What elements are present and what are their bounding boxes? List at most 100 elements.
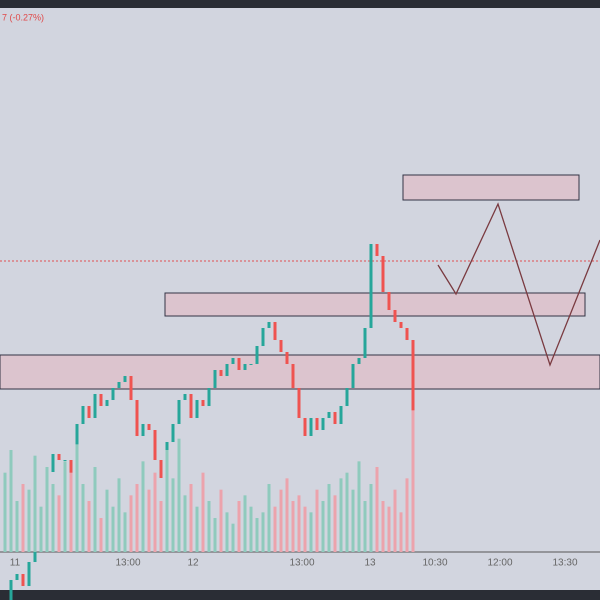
candle xyxy=(111,388,115,400)
volume-bar xyxy=(3,472,7,552)
volume-bar xyxy=(243,495,247,552)
candle xyxy=(183,394,187,400)
volume-bar xyxy=(45,467,49,552)
candle xyxy=(105,400,109,406)
volume-bar xyxy=(75,444,79,552)
candle xyxy=(15,574,19,580)
x-tick-label: 11 xyxy=(10,558,21,569)
volume-bar xyxy=(123,512,127,552)
volume-bar xyxy=(129,495,133,552)
candle xyxy=(369,244,373,328)
candle xyxy=(405,328,409,340)
volume-bar xyxy=(339,478,343,552)
candle xyxy=(399,322,403,328)
volume-bar xyxy=(207,501,211,552)
candle xyxy=(339,406,343,424)
candle xyxy=(279,340,283,352)
x-tick-label: 13 xyxy=(364,558,376,569)
candle xyxy=(99,394,103,406)
volume-bar xyxy=(153,472,157,552)
volume-bar xyxy=(135,484,139,552)
volume-bar xyxy=(267,484,271,552)
candle xyxy=(195,400,199,418)
volume-bar xyxy=(99,518,103,552)
x-tick-label: 10:30 xyxy=(422,558,447,569)
volume-bar xyxy=(291,501,295,552)
candle xyxy=(51,454,55,472)
candle xyxy=(147,424,151,430)
volume-bar xyxy=(405,478,409,552)
candle xyxy=(297,388,301,418)
candle xyxy=(237,358,241,370)
candle xyxy=(285,352,289,364)
volume-bar xyxy=(333,495,337,552)
volume-bar xyxy=(21,484,25,552)
volume-bar xyxy=(87,501,91,552)
candle xyxy=(93,394,97,418)
candle xyxy=(219,370,223,376)
volume-bar xyxy=(51,484,55,552)
candle xyxy=(81,406,85,424)
top-bar xyxy=(0,0,600,8)
candle xyxy=(327,412,331,418)
candle xyxy=(351,364,355,388)
volume-bar xyxy=(279,489,283,552)
volume-bar xyxy=(321,501,325,552)
candle xyxy=(27,562,31,586)
candle xyxy=(393,310,397,322)
zone xyxy=(0,354,600,390)
candle xyxy=(21,574,25,586)
x-tick-label: 13:00 xyxy=(289,558,314,569)
volume-bar xyxy=(261,512,265,552)
candle xyxy=(261,328,265,346)
candle xyxy=(243,364,247,370)
candle xyxy=(363,328,367,358)
x-tick-label: 12 xyxy=(187,558,199,569)
candle xyxy=(123,376,127,382)
candle xyxy=(273,322,277,340)
volume-bar xyxy=(147,489,151,552)
candle xyxy=(153,430,157,460)
volume-bar xyxy=(93,467,97,552)
volume-bar xyxy=(111,506,115,552)
volume-bar xyxy=(105,489,109,552)
candle xyxy=(9,580,13,600)
volume-bar xyxy=(159,501,163,552)
candle xyxy=(207,388,211,406)
volume-bar xyxy=(231,523,235,552)
candle xyxy=(129,376,133,400)
candle xyxy=(387,292,391,310)
candle xyxy=(291,364,295,388)
volume-bar xyxy=(327,484,331,552)
volume-bar xyxy=(309,512,313,552)
volume-bar xyxy=(27,489,31,552)
volume-bar xyxy=(213,518,217,552)
volume-bar xyxy=(219,489,223,552)
volume-bar xyxy=(69,472,73,552)
volume-bar xyxy=(381,501,385,552)
volume-bar xyxy=(177,438,181,552)
volume-bar xyxy=(255,518,259,552)
volume-bar xyxy=(165,450,169,552)
candle xyxy=(117,382,121,388)
candle xyxy=(201,400,205,406)
volume-bar xyxy=(15,501,19,552)
volume-bar xyxy=(387,506,391,552)
projection xyxy=(437,202,600,367)
candle xyxy=(315,418,319,430)
candle xyxy=(87,406,91,418)
candle xyxy=(225,364,229,376)
candle xyxy=(171,424,175,442)
volume-bar xyxy=(117,478,121,552)
candle xyxy=(375,244,379,256)
candle xyxy=(357,358,361,364)
candle xyxy=(267,322,271,328)
x-tick-label: 12:00 xyxy=(487,558,512,569)
candle xyxy=(249,364,253,365)
candle xyxy=(309,418,313,436)
candle xyxy=(411,340,415,415)
bottom-bar xyxy=(0,590,600,600)
candle xyxy=(141,424,145,436)
volume-bar xyxy=(9,450,13,552)
